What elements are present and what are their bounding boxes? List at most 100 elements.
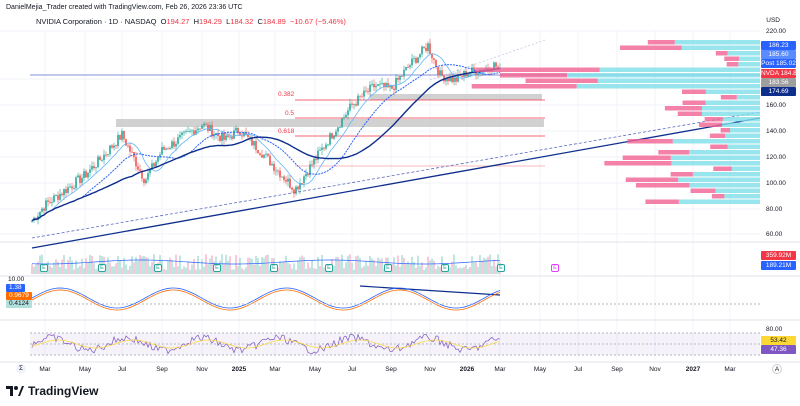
volume-profile-bar [671, 161, 760, 166]
volume-bar [459, 267, 461, 274]
earnings-badge[interactable]: E [497, 264, 505, 272]
ma-mid-line [31, 64, 501, 222]
candle-body [309, 164, 311, 176]
candle-body [411, 58, 413, 66]
rsi-line [31, 333, 501, 355]
candle-body [143, 178, 145, 184]
earnings-badge[interactable]: E [384, 264, 392, 272]
volume-bar [473, 261, 475, 274]
candle-body [337, 127, 339, 132]
candle-body [303, 176, 305, 184]
candle-body [267, 153, 269, 156]
volume-bar [285, 255, 287, 274]
candle-body [351, 103, 353, 105]
volume-bar [341, 254, 343, 274]
time-tick: Mar [494, 366, 506, 373]
price-tick: 140.00 [766, 128, 786, 135]
volume-bar [141, 256, 143, 274]
volume-bar [199, 269, 201, 274]
price-tick: 220.00 [766, 28, 786, 35]
volume-profile-bar [709, 133, 726, 138]
candle-body [149, 170, 151, 174]
earnings-badge[interactable]: E [213, 264, 221, 272]
volume-bar [81, 258, 83, 274]
open-label: O [160, 17, 167, 26]
candle-body [67, 187, 69, 193]
candle-body [95, 167, 97, 169]
candle-body [179, 135, 181, 138]
candle-body [163, 146, 165, 150]
candle-body [389, 85, 391, 88]
volume-bar [205, 254, 207, 274]
volume-bar [321, 254, 323, 274]
earnings-badge[interactable]: E [40, 264, 48, 272]
candle-body [155, 161, 157, 167]
timezone-icon[interactable]: Σ [16, 364, 26, 374]
volume-profile-bar [664, 106, 702, 111]
candle-body [141, 171, 143, 179]
earnings-badge-upcoming[interactable]: E [551, 264, 559, 272]
volume-bar [451, 261, 453, 274]
volume-bar [35, 264, 37, 274]
volume-profile-bar [730, 128, 760, 133]
time-tick: 2025 [231, 366, 247, 373]
candle-body [211, 125, 213, 137]
candle-body [101, 160, 103, 161]
candle-body [103, 154, 105, 161]
symbol-name[interactable]: NVIDIA Corporation · 1D · NASDAQ [36, 17, 157, 26]
volume-bar [203, 266, 205, 274]
volume-bar [407, 261, 409, 274]
rsi-tag-2: 47.36 [761, 345, 796, 354]
candle-body [181, 132, 183, 136]
volume-bar [91, 255, 93, 274]
volume-profile-bar [720, 95, 737, 100]
candle-body [329, 133, 331, 145]
volume-bar [229, 256, 231, 274]
volume-profile-bar [736, 95, 760, 100]
candle-body [153, 163, 155, 167]
volume-bar [485, 258, 487, 274]
rsi-tag-1: 53.42 [761, 336, 796, 345]
volume-bar [427, 256, 429, 274]
earnings-badge[interactable]: E [154, 264, 162, 272]
candle-body [341, 118, 343, 128]
volume-profile-bar [727, 144, 760, 149]
candle-body [367, 91, 369, 93]
volume-profile-bar [692, 172, 760, 177]
candle-body [87, 172, 89, 178]
volume-bar [403, 257, 405, 274]
candle-body [425, 47, 427, 51]
rsi-ma-line [31, 339, 501, 349]
earnings-badge[interactable]: E [270, 264, 278, 272]
earnings-badge[interactable]: E [325, 264, 333, 272]
candle-body [361, 96, 363, 98]
volume-bar [333, 265, 335, 274]
volume-profile-bar [727, 51, 760, 56]
close-label: C [257, 17, 263, 26]
candle-body [195, 130, 197, 135]
volume-bar [149, 266, 151, 274]
candle-body [293, 189, 295, 194]
volume-bar [397, 255, 399, 274]
macd-tag-1: 1.38 [6, 284, 25, 292]
volume-bar [193, 258, 195, 274]
earnings-badge[interactable]: E [98, 264, 106, 272]
currency-label: USD [766, 17, 780, 24]
candle-body [345, 114, 347, 118]
volume-profile-bar [678, 177, 760, 182]
candle-body [39, 211, 41, 217]
volume-bar [449, 267, 451, 274]
volume-profile-bar [677, 111, 702, 116]
candle-body [93, 166, 95, 169]
volume-bar [165, 269, 167, 274]
volume-bar [495, 266, 497, 274]
candle-body [423, 46, 425, 48]
auto-scale-button[interactable]: A [772, 364, 782, 374]
volume-bar [263, 258, 265, 274]
candle-body [55, 195, 57, 197]
volume-profile-bar [645, 199, 679, 204]
candle-body [357, 95, 359, 106]
volume-bar [65, 268, 67, 274]
earnings-badge[interactable]: E [441, 264, 449, 272]
